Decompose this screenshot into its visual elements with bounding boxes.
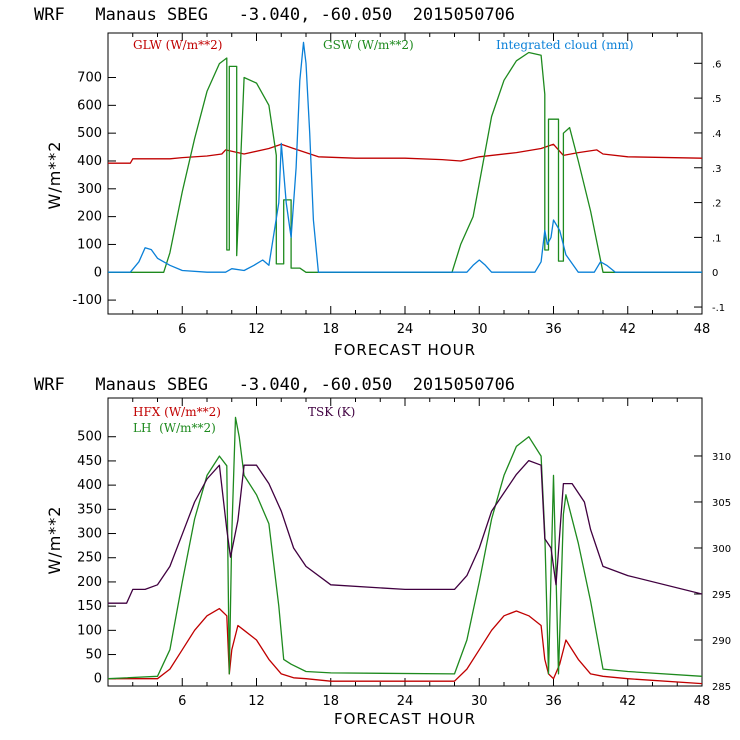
x-tick-label: 6 — [178, 694, 186, 709]
series-line-hfx — [108, 607, 702, 685]
x-tick-label: 36 — [545, 322, 562, 337]
y-tick-label: 100 — [77, 237, 102, 252]
x-tick-label: 42 — [619, 694, 636, 709]
y-tick-label: 200 — [77, 575, 102, 590]
plot-frame — [107, 397, 703, 687]
y-tick-label: 700 — [77, 71, 102, 86]
y-tick-label: 100 — [77, 623, 102, 638]
y2-tick-label: .1 — [712, 233, 722, 244]
x-tick-label: 12 — [248, 694, 265, 709]
y-tick-label: 450 — [77, 454, 102, 469]
x-tick-label: 30 — [471, 694, 488, 709]
chart-title: WRF Manaus SBEG -3.040, -60.050 20150507… — [34, 375, 515, 395]
y-tick-label: 500 — [77, 430, 102, 445]
y2-tick-label: 300 — [712, 544, 731, 555]
chart-panel-1: WRF Manaus SBEG -3.040, -60.050 20150507… — [34, 5, 725, 359]
y-tick-label: 300 — [77, 182, 102, 197]
x-tick-label: 48 — [694, 694, 711, 709]
y2-tick-label: .5 — [712, 94, 722, 105]
y-tick-label: 0 — [94, 672, 102, 687]
chart-title: WRF Manaus SBEG -3.040, -60.050 20150507… — [34, 5, 515, 25]
y-tick-label: 150 — [77, 599, 102, 614]
legend-entry: LH (W/m**2) — [133, 421, 216, 435]
y-tick-label: 500 — [77, 126, 102, 141]
series-line-gsw — [108, 51, 702, 273]
y-tick-label: 350 — [77, 502, 102, 517]
series-line-lh — [108, 416, 702, 680]
x-axis-label: FORECAST HOUR — [334, 710, 476, 728]
x-tick-label: 12 — [248, 322, 265, 337]
y-tick-label: -100 — [72, 293, 102, 308]
series-line-tsk — [108, 459, 702, 604]
legend-entry: Integrated cloud (mm) — [496, 38, 634, 52]
series-line-integrated — [108, 41, 702, 273]
legend-entry: GSW (W/m**2) — [323, 38, 414, 52]
y2-tick-label: 285 — [712, 682, 731, 693]
chart-panel-2: WRF Manaus SBEG -3.040, -60.050 20150507… — [34, 375, 731, 728]
y-tick-label: 400 — [77, 478, 102, 493]
x-axis-label: FORECAST HOUR — [334, 341, 476, 359]
x-tick-label: 24 — [397, 694, 414, 709]
y-tick-label: 0 — [94, 265, 102, 280]
x-tick-label: 18 — [322, 694, 339, 709]
x-tick-label: 36 — [545, 694, 562, 709]
y2-tick-label: -.1 — [712, 303, 725, 314]
y2-tick-label: .6 — [712, 59, 722, 70]
x-tick-label: 30 — [471, 322, 488, 337]
x-tick-label: 42 — [619, 322, 636, 337]
y2-tick-label: .2 — [712, 199, 722, 210]
y2-tick-label: .3 — [712, 164, 722, 175]
legend-entry: TSK (K) — [308, 405, 355, 419]
y-tick-label: 600 — [77, 98, 102, 113]
y2-tick-label: .4 — [712, 129, 722, 140]
y-tick-label: 400 — [77, 154, 102, 169]
y2-tick-label: 310 — [712, 452, 731, 463]
legend-entry: HFX (W/m**2) — [133, 405, 221, 419]
y-tick-label: 300 — [77, 527, 102, 542]
y-tick-label: 250 — [77, 551, 102, 566]
x-tick-label: 18 — [322, 322, 339, 337]
y-tick-label: 200 — [77, 210, 102, 225]
y-tick-label: 50 — [85, 648, 102, 663]
x-tick-label: 48 — [694, 322, 711, 337]
y2-tick-label: 305 — [712, 498, 731, 509]
y2-tick-label: 290 — [712, 636, 731, 647]
x-tick-label: 6 — [178, 322, 186, 337]
series-line-glw — [108, 143, 702, 164]
x-tick-label: 24 — [397, 322, 414, 337]
y-axis-label: W/m**2 — [45, 506, 64, 575]
y2-tick-label: 0 — [712, 268, 718, 279]
legend-entry: GLW (W/m**2) — [133, 38, 222, 52]
y-axis-label: W/m**2 — [45, 141, 64, 210]
y2-tick-label: 295 — [712, 590, 731, 601]
